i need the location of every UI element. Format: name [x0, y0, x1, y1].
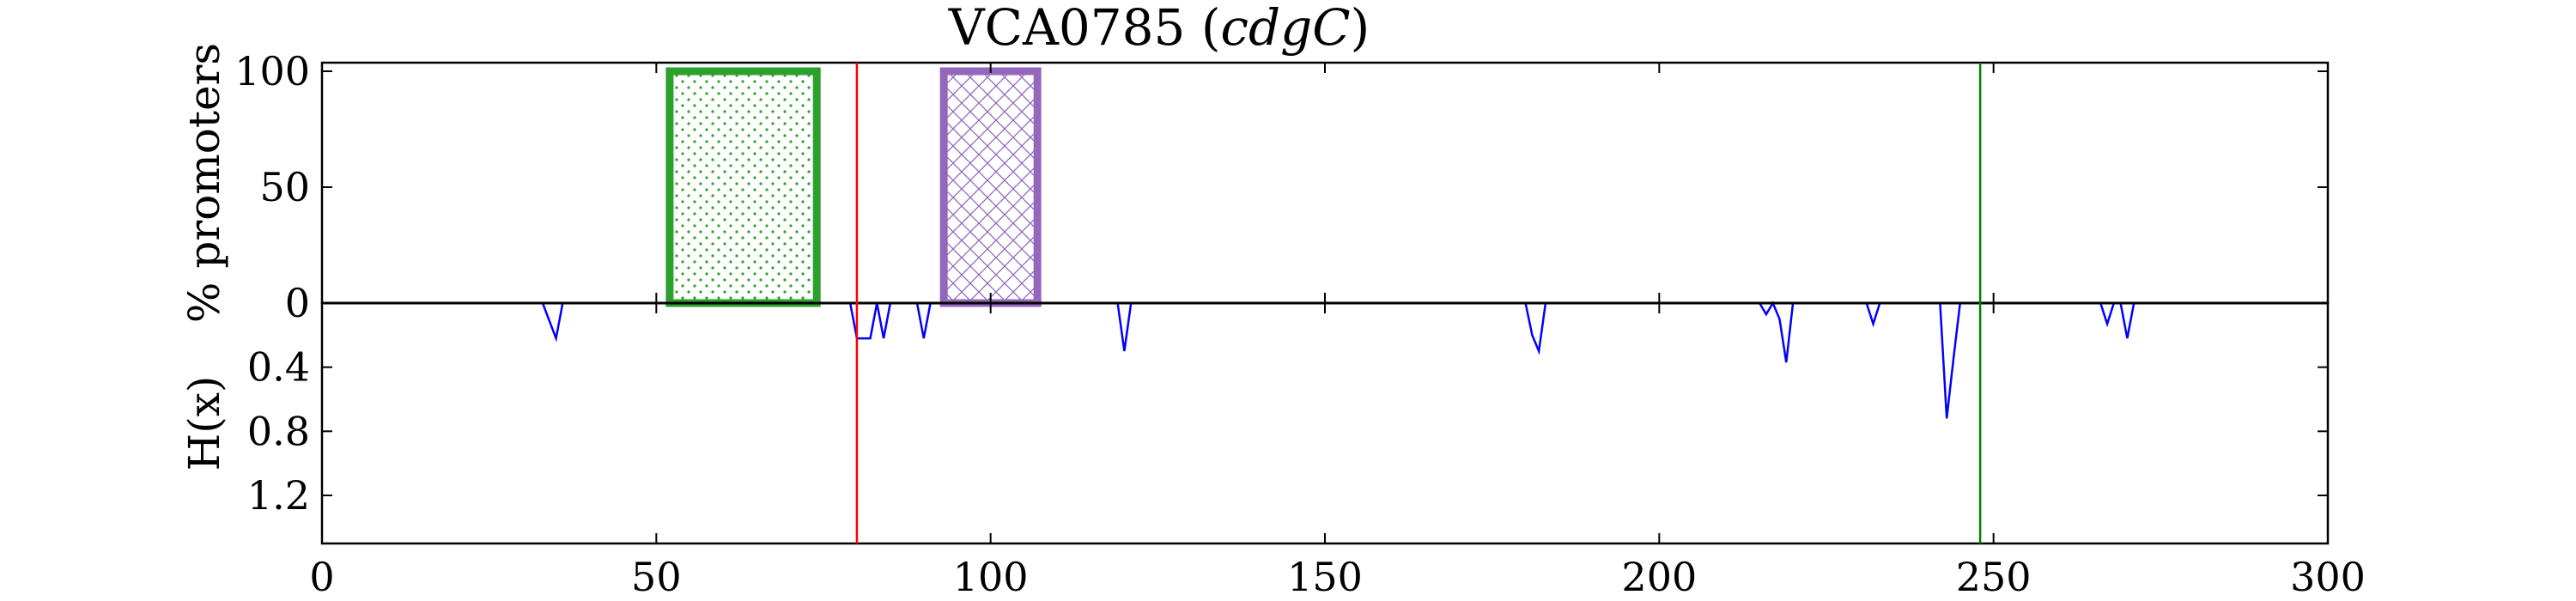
- x-tick-label: 300: [2290, 554, 2366, 600]
- x-tick-label: 200: [1621, 554, 1697, 600]
- crosshatch-box: [939, 67, 1042, 307]
- entropy-series-line: [541, 300, 2136, 419]
- bottom-y-axis-ticks: 0.4 0.8 1.2: [247, 344, 2328, 519]
- top-y-axis-ticks: 0 50 100: [234, 48, 2328, 326]
- chart-title-gene: cdgC: [1221, 0, 1351, 57]
- bottom-y-tick-label: 0.4: [247, 344, 310, 391]
- top-panel-frame: [320, 61, 2330, 305]
- top-y-tick-label: 100: [234, 48, 310, 94]
- x-tick-label: 150: [1287, 554, 1363, 600]
- dotted-box: [665, 67, 821, 307]
- x-tick-label: 250: [1956, 554, 2032, 600]
- x-tick-label: 50: [631, 554, 682, 600]
- bottom-y-tick-label: 1.2: [247, 472, 310, 519]
- x-tick-label: 100: [953, 554, 1029, 600]
- x-tick-label: 0: [309, 554, 334, 600]
- bottom-y-tick-label: 0.8: [247, 408, 310, 454]
- chart-title: VCA0785 (cdgC): [948, 0, 1370, 57]
- top-y-tick-label: 50: [259, 164, 310, 210]
- x-axis-ticks: 0 50 100 150 200 250 300: [309, 63, 2366, 600]
- bottom-ylabel: H(x): [179, 376, 229, 471]
- top-y-tick-label: 0: [285, 280, 310, 326]
- top-ylabel: % promoters: [179, 43, 229, 323]
- bottom-panel-frame: [320, 301, 2330, 545]
